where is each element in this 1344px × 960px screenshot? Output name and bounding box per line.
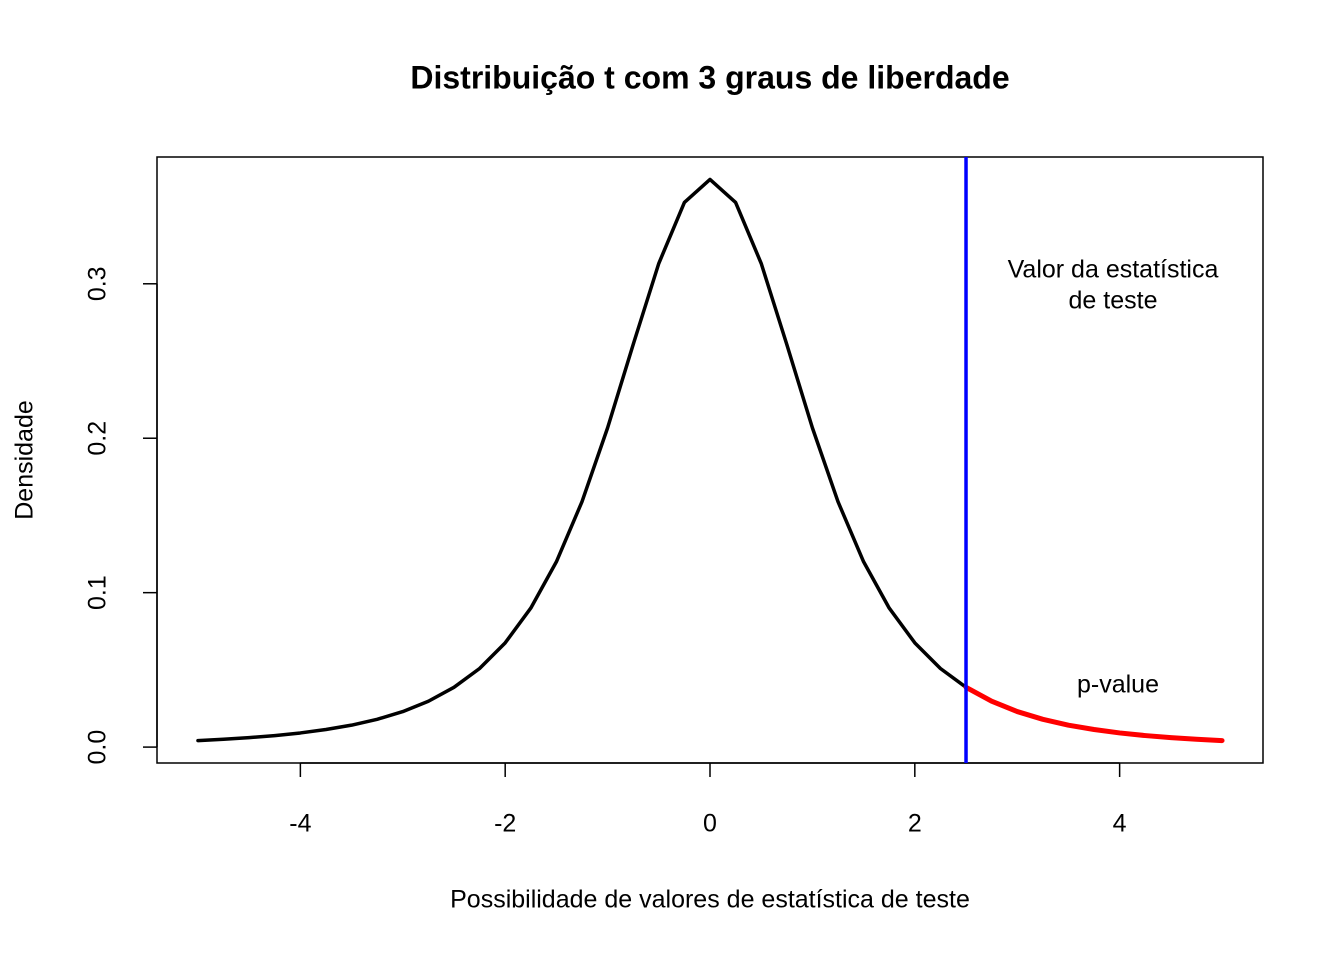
density-line	[963, 684, 1225, 744]
y-tick-label: 0.2	[84, 421, 112, 456]
annotation: p-value	[1077, 671, 1159, 699]
annotation: de teste	[1069, 287, 1158, 315]
y-tick-label: 0.1	[84, 575, 112, 610]
x-tick-label: 0	[703, 810, 717, 838]
x-axis-label: Possibilidade de valores de estatística …	[450, 886, 970, 914]
y-tick-label: 0.3	[84, 266, 112, 301]
y-tick-label: 0.0	[84, 730, 112, 765]
chart-title: Distribuição t com 3 graus de liberdade	[410, 59, 1009, 95]
x-tick-label: -4	[289, 810, 311, 838]
x-tick-label: -2	[494, 810, 516, 838]
annotation: Valor da estatística	[1008, 256, 1219, 284]
x-tick-label: 2	[908, 810, 922, 838]
density-line	[196, 177, 968, 743]
y-axis-label: Densidade	[11, 400, 39, 520]
x-tick-label: 4	[1113, 810, 1127, 838]
